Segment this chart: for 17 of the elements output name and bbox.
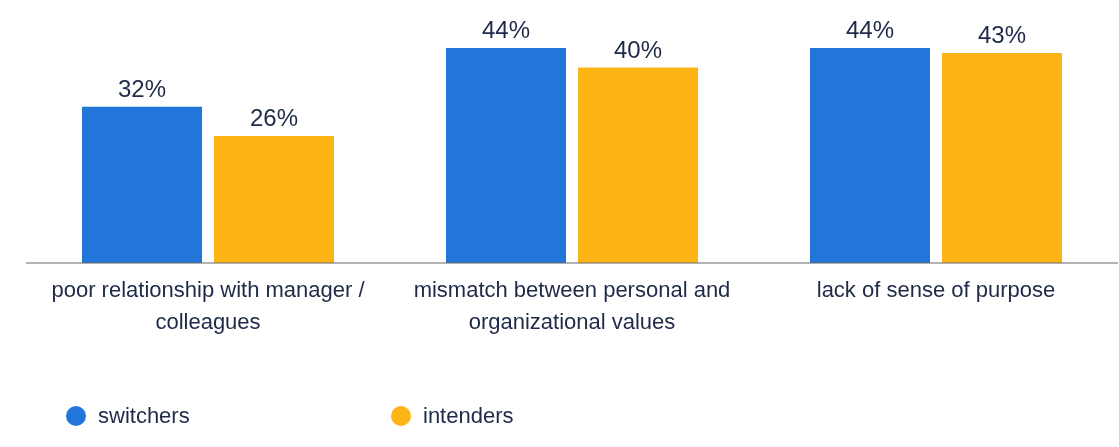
legend-label: intenders xyxy=(423,403,514,429)
legend-label: switchers xyxy=(98,403,190,429)
data-label: 43% xyxy=(977,20,1027,48)
bar xyxy=(942,52,1062,263)
bar xyxy=(578,67,698,263)
bar xyxy=(446,48,566,263)
data-label: 26% xyxy=(249,103,299,131)
data-label: 32% xyxy=(117,74,167,102)
bar xyxy=(82,106,202,263)
x-tick-label: lack of sense of purpose xyxy=(816,277,1056,302)
data-label: 40% xyxy=(613,35,663,63)
data-label: 44% xyxy=(481,16,531,43)
data-label: 44% xyxy=(845,16,895,43)
x-tick-label: poor relationship with manager / colleagues xyxy=(51,277,366,334)
bar xyxy=(214,135,334,263)
x-tick-label: mismatch between personal and organizational values xyxy=(413,277,731,334)
bar xyxy=(810,48,930,263)
